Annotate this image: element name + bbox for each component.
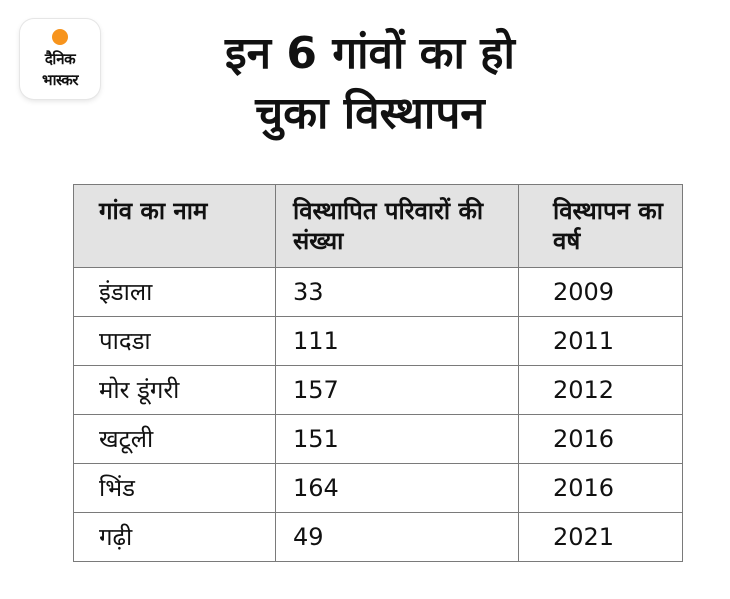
cell-village: पादडा xyxy=(73,316,276,366)
cell-year: 2011 xyxy=(518,316,683,366)
displacement-table: गांव का नाम विस्थापित परिवारों की संख्या… xyxy=(73,184,683,562)
logo-text-line1: दैनिक xyxy=(44,50,76,68)
cell-year: 2016 xyxy=(518,463,683,513)
title-line2: चुका विस्थापन xyxy=(255,88,485,139)
cell-families: 164 xyxy=(275,463,519,513)
cell-village: मोर डूंगरी xyxy=(73,365,276,415)
cell-year: 2012 xyxy=(518,365,683,415)
table-row: मोर डूंगरी 157 2012 xyxy=(73,365,683,415)
header-village-name: गांव का नाम xyxy=(73,184,276,268)
table-row: भिंड 164 2016 xyxy=(73,463,683,513)
title-line1: इन 6 गांवों का हो xyxy=(225,28,515,79)
logo-text-line2: भास्कर xyxy=(42,71,78,89)
cell-families: 33 xyxy=(275,267,519,317)
header-displaced-families: विस्थापित परिवारों की संख्या xyxy=(275,184,519,268)
cell-families: 111 xyxy=(275,316,519,366)
header-displacement-year: विस्थापन का वर्ष xyxy=(518,184,683,268)
dainik-bhaskar-logo: दैनिक भास्कर xyxy=(20,19,100,99)
cell-year: 2009 xyxy=(518,267,683,317)
cell-village: खटूली xyxy=(73,414,276,464)
page-title: इन 6 गांवों का हो चुका विस्थापन xyxy=(150,24,590,144)
cell-year: 2016 xyxy=(518,414,683,464)
cell-families: 49 xyxy=(275,512,519,562)
cell-year: 2021 xyxy=(518,512,683,562)
sun-icon xyxy=(52,29,68,45)
cell-families: 151 xyxy=(275,414,519,464)
table-row: खटूली 151 2016 xyxy=(73,414,683,464)
table-header-row: गांव का नाम विस्थापित परिवारों की संख्या… xyxy=(73,184,683,268)
table-row: पादडा 111 2011 xyxy=(73,316,683,366)
table-row: गढ़ी 49 2021 xyxy=(73,512,683,562)
table-row: इंडाला 33 2009 xyxy=(73,267,683,317)
cell-village: भिंड xyxy=(73,463,276,513)
cell-village: इंडाला xyxy=(73,267,276,317)
cell-village: गढ़ी xyxy=(73,512,276,562)
cell-families: 157 xyxy=(275,365,519,415)
